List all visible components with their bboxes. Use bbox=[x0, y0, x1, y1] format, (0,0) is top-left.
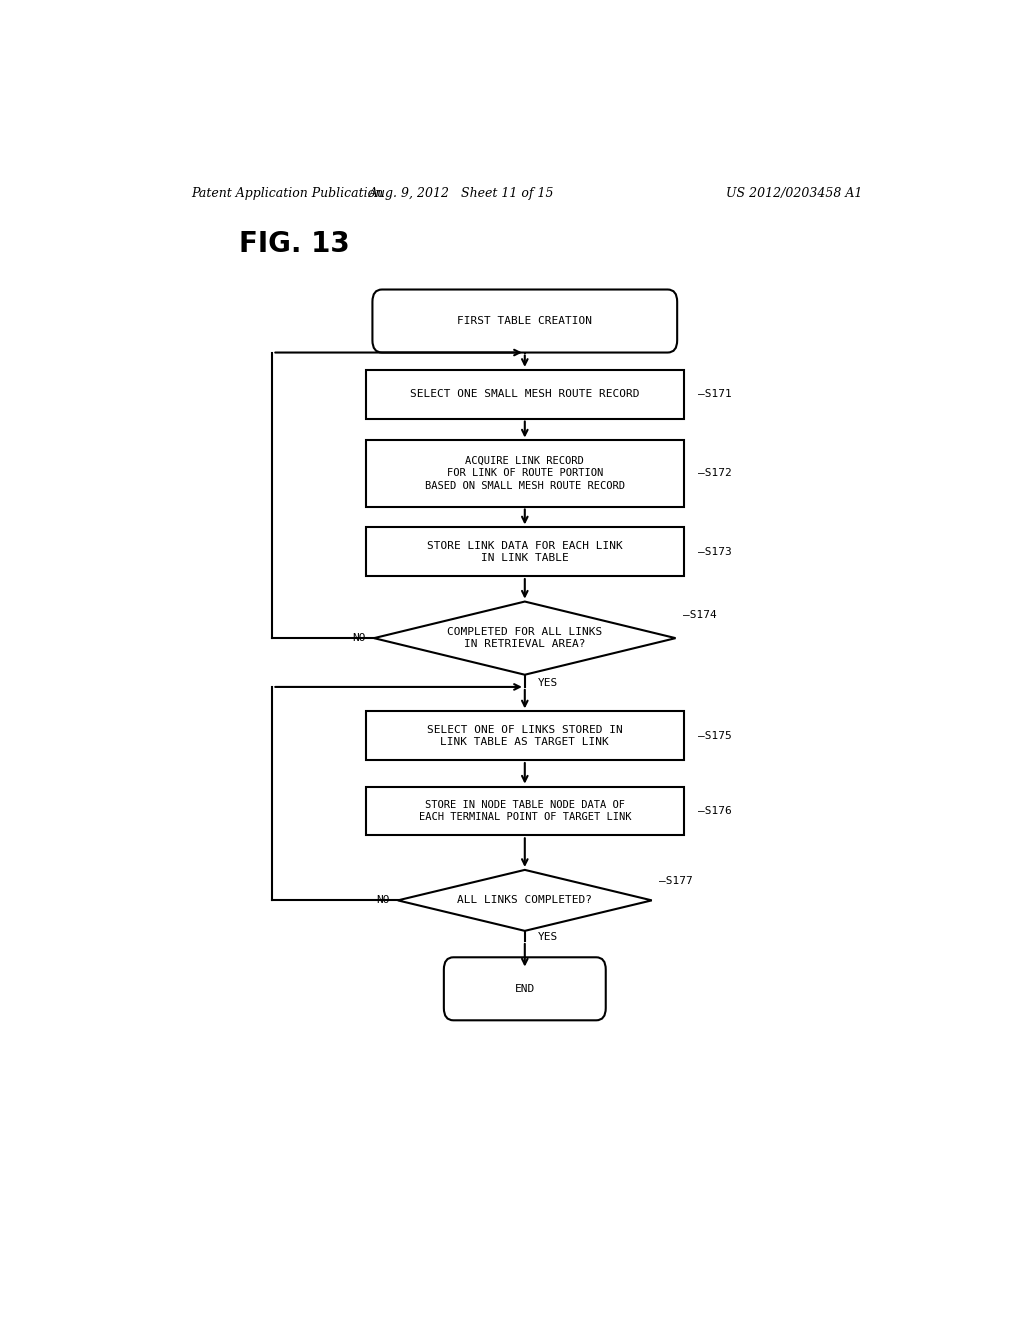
Text: SELECT ONE SMALL MESH ROUTE RECORD: SELECT ONE SMALL MESH ROUTE RECORD bbox=[410, 389, 640, 399]
Text: NO: NO bbox=[352, 634, 367, 643]
Text: SELECT ONE OF LINKS STORED IN
LINK TABLE AS TARGET LINK: SELECT ONE OF LINKS STORED IN LINK TABLE… bbox=[427, 725, 623, 747]
Text: FIRST TABLE CREATION: FIRST TABLE CREATION bbox=[458, 315, 592, 326]
Text: Patent Application Publication: Patent Application Publication bbox=[191, 187, 384, 199]
Text: YES: YES bbox=[538, 932, 558, 942]
Text: STORE IN NODE TABLE NODE DATA OF
EACH TERMINAL POINT OF TARGET LINK: STORE IN NODE TABLE NODE DATA OF EACH TE… bbox=[419, 800, 631, 822]
Text: —S172: —S172 bbox=[697, 469, 731, 478]
Bar bbox=[367, 711, 684, 760]
Text: YES: YES bbox=[538, 678, 558, 688]
Text: NO: NO bbox=[377, 895, 390, 906]
Text: STORE LINK DATA FOR EACH LINK
IN LINK TABLE: STORE LINK DATA FOR EACH LINK IN LINK TA… bbox=[427, 541, 623, 562]
Polygon shape bbox=[397, 870, 652, 931]
Text: —S176: —S176 bbox=[697, 807, 731, 816]
Text: ACQUIRE LINK RECORD
FOR LINK OF ROUTE PORTION
BASED ON SMALL MESH ROUTE RECORD: ACQUIRE LINK RECORD FOR LINK OF ROUTE PO… bbox=[425, 457, 625, 491]
Text: —S173: —S173 bbox=[697, 546, 731, 557]
Text: COMPLETED FOR ALL LINKS
IN RETRIEVAL AREA?: COMPLETED FOR ALL LINKS IN RETRIEVAL ARE… bbox=[447, 627, 602, 649]
Text: ALL LINKS COMPLETED?: ALL LINKS COMPLETED? bbox=[458, 895, 592, 906]
Text: —S171: —S171 bbox=[697, 389, 731, 399]
Text: —S177: —S177 bbox=[658, 876, 692, 886]
Text: —S174: —S174 bbox=[683, 610, 717, 619]
Text: FIG. 13: FIG. 13 bbox=[240, 230, 350, 257]
Text: Aug. 9, 2012   Sheet 11 of 15: Aug. 9, 2012 Sheet 11 of 15 bbox=[369, 187, 554, 199]
FancyBboxPatch shape bbox=[443, 957, 606, 1020]
Text: END: END bbox=[515, 983, 535, 994]
Bar bbox=[367, 528, 684, 576]
Text: —S175: —S175 bbox=[697, 731, 731, 741]
Text: US 2012/0203458 A1: US 2012/0203458 A1 bbox=[726, 187, 863, 199]
FancyBboxPatch shape bbox=[373, 289, 677, 352]
Bar bbox=[367, 441, 684, 507]
Bar bbox=[367, 370, 684, 418]
Bar bbox=[367, 787, 684, 836]
Polygon shape bbox=[374, 602, 676, 675]
